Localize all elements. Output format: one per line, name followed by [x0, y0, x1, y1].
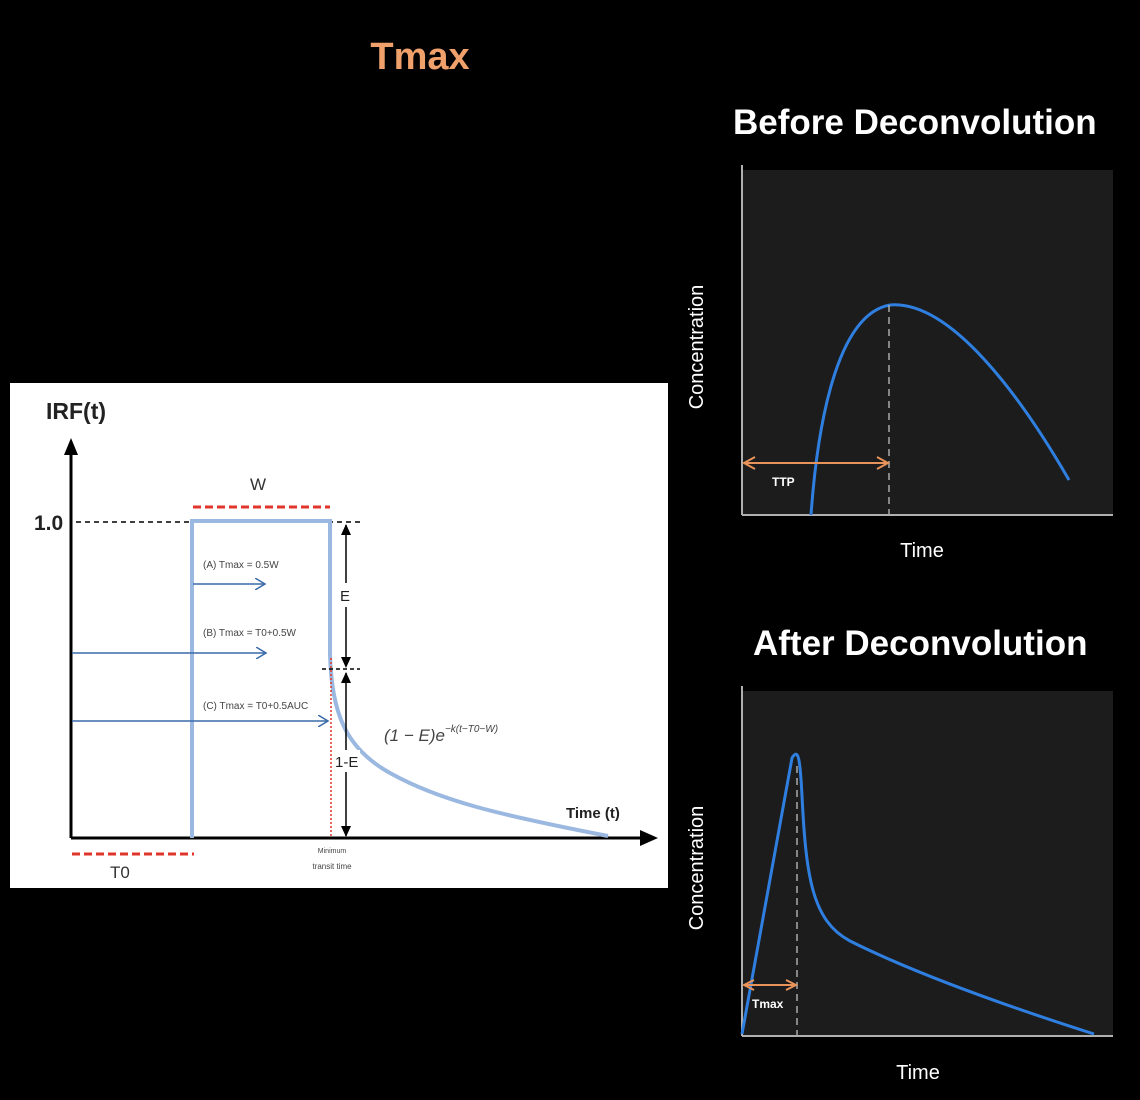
irf-y-axis-label: IRF(t)	[46, 398, 106, 424]
before-title: Before Deconvolution	[733, 103, 1097, 142]
after-plot-area	[742, 691, 1113, 1036]
e-label: E	[340, 588, 350, 605]
arrow-a-label: (A) Tmax = 0.5W	[203, 560, 279, 571]
before-chart: TTP Concentration Time	[680, 165, 1120, 565]
irf-y-tick: 1.0	[34, 512, 63, 535]
after-title: After Deconvolution	[753, 624, 1088, 663]
irf-y-axis-arrowhead	[64, 438, 78, 455]
before-plot-area	[742, 170, 1113, 515]
irf-x-axis-label: Time (t)	[566, 805, 620, 822]
irf-x-axis-arrowhead	[640, 830, 658, 846]
slide-title: Tmax	[370, 36, 470, 78]
after-chart: Tmax Concentration Time	[680, 686, 1120, 1096]
before-curve	[809, 303, 1071, 516]
t0-label: T0	[110, 863, 130, 882]
one-minus-e-label: 1-E	[335, 754, 358, 771]
irf-curve	[190, 519, 609, 838]
before-y-label: Concentration	[686, 285, 708, 410]
ttp-label: TTP	[772, 475, 795, 489]
after-curve	[740, 752, 1095, 1036]
w-label: W	[250, 475, 266, 494]
min-transit-label-1: Minimum	[318, 848, 347, 855]
before-x-label: Time	[900, 540, 944, 562]
irf-diagram: IRF(t) 1.0 W T0 Minimum transit time E 1…	[10, 383, 668, 888]
min-transit-label-2: transit time	[312, 862, 352, 871]
arrow-c-label: (C) Tmax = T0+0.5AUC	[203, 701, 308, 712]
tmax-label: Tmax	[752, 997, 784, 1011]
decay-formula: (1 − E)e−k(t−T0−W)	[384, 724, 498, 745]
arrow-b-label: (B) Tmax = T0+0.5W	[203, 628, 297, 639]
after-x-label: Time	[896, 1062, 940, 1084]
after-y-label: Concentration	[686, 806, 708, 931]
